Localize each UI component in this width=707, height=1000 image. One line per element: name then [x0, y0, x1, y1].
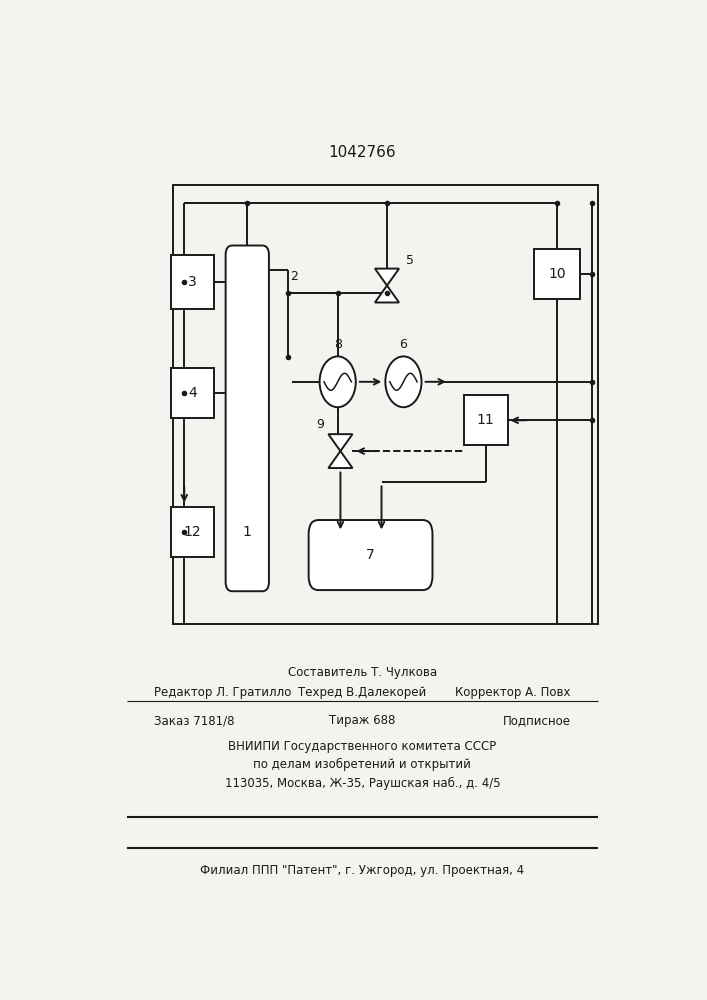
Text: Корректор А. Повх: Корректор А. Повх — [455, 686, 571, 699]
Text: 4: 4 — [188, 386, 197, 400]
Text: 6: 6 — [399, 338, 407, 351]
Text: Подписное: Подписное — [503, 714, 571, 727]
Bar — [170, 507, 214, 557]
Circle shape — [320, 356, 356, 407]
Text: 2: 2 — [290, 270, 298, 283]
Text: 9: 9 — [316, 418, 324, 431]
Text: 113035, Москва, Ж-35, Раушская наб., д. 4/5: 113035, Москва, Ж-35, Раушская наб., д. … — [225, 776, 500, 790]
Bar — [173, 185, 598, 624]
Bar — [170, 368, 214, 418]
Polygon shape — [328, 434, 353, 451]
Polygon shape — [328, 451, 353, 468]
Circle shape — [385, 356, 421, 407]
FancyBboxPatch shape — [309, 520, 433, 590]
Bar — [534, 249, 580, 299]
Text: Составитель Т. Чулкова: Составитель Т. Чулкова — [288, 666, 437, 679]
Text: 10: 10 — [548, 267, 566, 281]
FancyBboxPatch shape — [226, 246, 269, 591]
Polygon shape — [375, 286, 399, 302]
Bar — [170, 255, 214, 309]
Text: 7: 7 — [366, 548, 375, 562]
Text: 3: 3 — [188, 275, 197, 289]
Text: Филиал ППП "Патент", г. Ужгород, ул. Проектная, 4: Филиал ППП "Патент", г. Ужгород, ул. Про… — [200, 864, 525, 877]
Text: по делам изобретений и открытий: по делам изобретений и открытий — [253, 758, 472, 771]
Text: 12: 12 — [184, 525, 201, 539]
Polygon shape — [375, 269, 399, 286]
Text: Редактор Л. Гратилло: Редактор Л. Гратилло — [154, 686, 291, 699]
Text: Заказ 7181/8: Заказ 7181/8 — [154, 714, 235, 727]
Text: 1042766: 1042766 — [329, 145, 396, 160]
Bar — [464, 395, 508, 445]
Text: 11: 11 — [477, 413, 494, 427]
Text: 8: 8 — [334, 338, 341, 351]
Text: 5: 5 — [406, 254, 414, 267]
Text: ВНИИПИ Государственного комитета СССР: ВНИИПИ Государственного комитета СССР — [228, 740, 496, 753]
Text: 1: 1 — [243, 525, 252, 539]
Text: Тираж 688: Тираж 688 — [329, 714, 395, 727]
Text: Техред В.Далекорей: Техред В.Далекорей — [298, 686, 426, 699]
